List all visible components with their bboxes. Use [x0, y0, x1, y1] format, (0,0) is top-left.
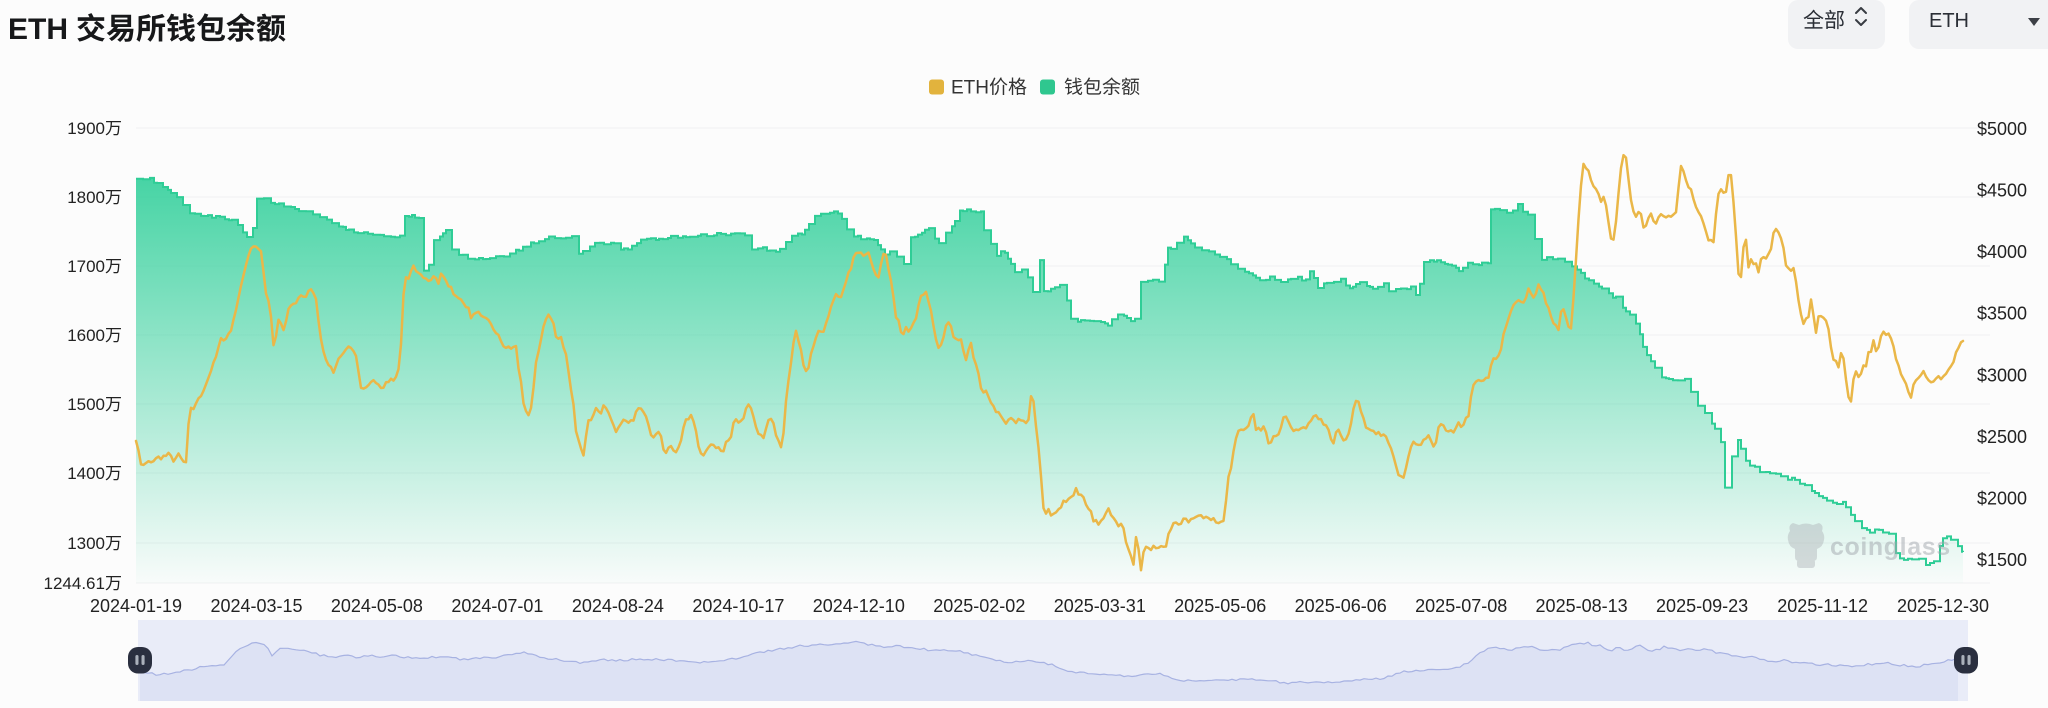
- svg-text:2025-08-13: 2025-08-13: [1536, 596, 1628, 616]
- svg-text:1800: 1800: [67, 188, 105, 207]
- svg-text:2025-02-02: 2025-02-02: [933, 596, 1025, 616]
- svg-text:ETH: ETH: [951, 78, 989, 99]
- svg-text:2025-11-12: 2025-11-12: [1777, 596, 1868, 616]
- svg-text:2025-09-23: 2025-09-23: [1656, 596, 1748, 616]
- svg-text:2024-01-19: 2024-01-19: [90, 596, 182, 616]
- svg-text:$3000: $3000: [1977, 365, 2027, 385]
- svg-text:2024-05-08: 2024-05-08: [331, 596, 423, 616]
- svg-text:$2500: $2500: [1977, 427, 2027, 447]
- svg-text:2024-03-15: 2024-03-15: [210, 596, 302, 616]
- svg-text:1300: 1300: [67, 534, 105, 553]
- svg-text:1400: 1400: [67, 464, 105, 483]
- svg-text:coinglass: coinglass: [1830, 533, 1951, 561]
- svg-text:2024-12-10: 2024-12-10: [813, 596, 905, 616]
- svg-text:$4500: $4500: [1977, 181, 2027, 201]
- svg-text:2025-03-31: 2025-03-31: [1054, 596, 1146, 616]
- svg-text:1500: 1500: [67, 395, 105, 414]
- svg-text:$3500: $3500: [1977, 304, 2027, 324]
- svg-text:ETH: ETH: [1929, 10, 1969, 32]
- svg-text:2024-10-17: 2024-10-17: [692, 596, 784, 616]
- svg-text:2024-08-24: 2024-08-24: [572, 596, 664, 616]
- svg-text:$4000: $4000: [1977, 242, 2027, 262]
- svg-text:$5000: $5000: [1977, 119, 2027, 139]
- svg-text:1900: 1900: [67, 119, 105, 138]
- svg-text:$1500: $1500: [1977, 550, 2027, 570]
- svg-text:ETH: ETH: [8, 13, 68, 46]
- svg-text:1244.61: 1244.61: [44, 574, 105, 593]
- svg-text:2025-06-06: 2025-06-06: [1295, 596, 1387, 616]
- svg-text:2024-07-01: 2024-07-01: [451, 596, 543, 616]
- svg-text:2025-12-30: 2025-12-30: [1897, 596, 1989, 616]
- svg-text:1600: 1600: [67, 326, 105, 345]
- svg-text:1700: 1700: [67, 257, 105, 276]
- svg-text:2025-05-06: 2025-05-06: [1174, 596, 1266, 616]
- svg-text:$2000: $2000: [1977, 488, 2027, 508]
- svg-text:2025-07-08: 2025-07-08: [1415, 596, 1507, 616]
